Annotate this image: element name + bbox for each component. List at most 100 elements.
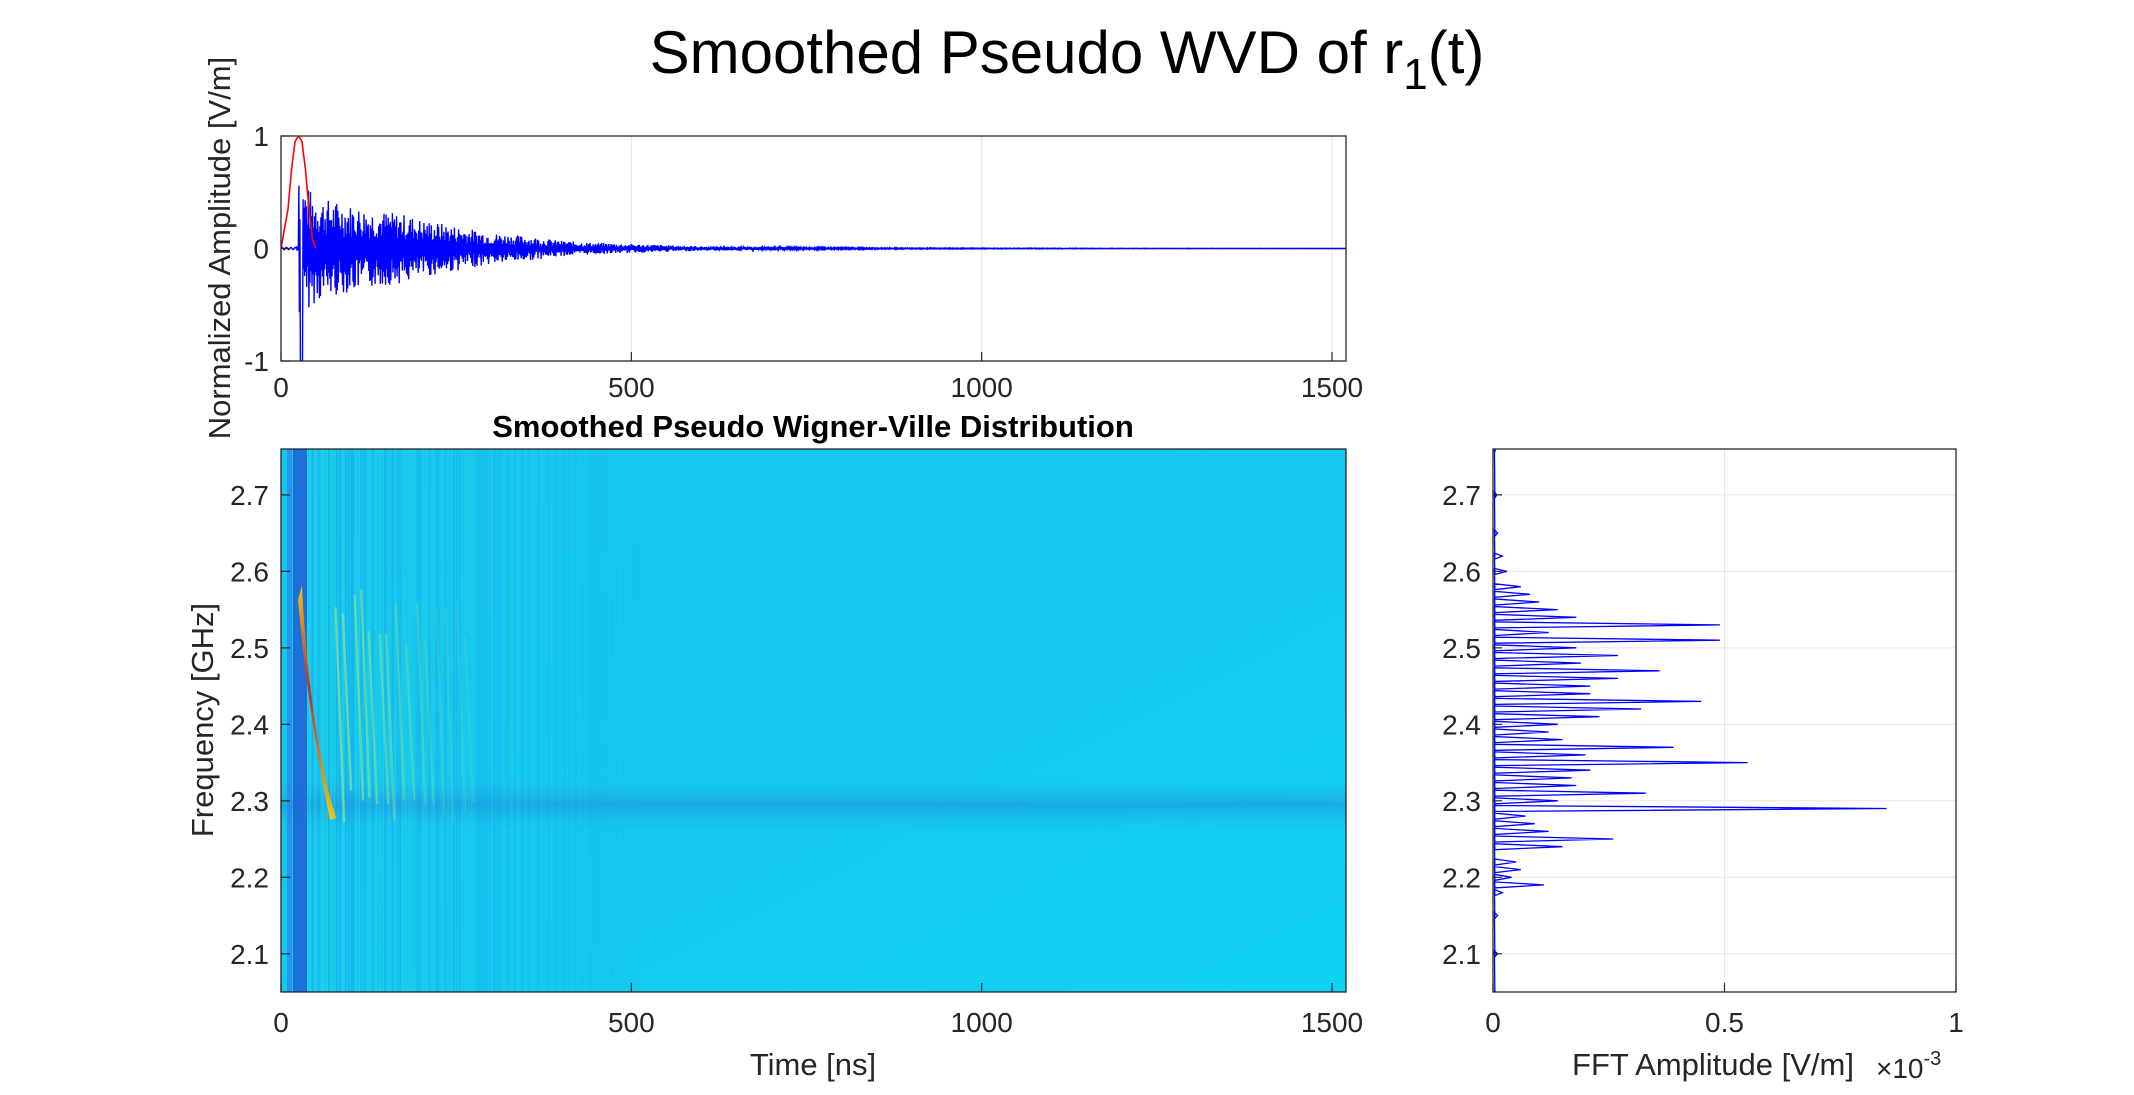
heatmap-stripe (605, 449, 608, 992)
heatmap-stripe (425, 449, 428, 992)
heatmap-warm-streak (423, 640, 435, 805)
heatmap-warm-streak (334, 607, 346, 823)
heatmap-stripe (450, 449, 453, 992)
heatmap-stripe (602, 449, 604, 992)
waveform-tick-label-x: 1500 (1301, 372, 1363, 403)
heatmap-stripe (452, 449, 455, 992)
heatmap-stripe (514, 449, 516, 992)
heatmap-stripe (378, 449, 381, 992)
waveform-panel: 0 500 1000 1500-101 Normalized Amplitude [V… (202, 57, 1363, 439)
heatmap-stripe (521, 449, 524, 992)
waveform-tick-label-x: 500 (608, 372, 655, 403)
heatmap-stripe (588, 449, 590, 992)
heatmap-stripe (444, 449, 447, 992)
heatmap-stripe (603, 449, 606, 992)
heatmap-stripe (459, 449, 461, 992)
heatmap-stripe (627, 449, 629, 992)
heatmap-stripe (474, 449, 476, 992)
heatmap-stripe (335, 449, 338, 992)
heatmap-stripe (306, 449, 309, 992)
heatmap-tick-label-y: 2.6 (230, 556, 269, 587)
heatmap-stripe (430, 449, 433, 992)
heatmap-stripe (509, 449, 512, 992)
heatmap-stripe (441, 449, 443, 992)
heatmap-stripe (599, 449, 602, 992)
heatmap-tick-label-y: 2.1 (230, 939, 269, 970)
heatmap-dark-band-edge (287, 449, 292, 992)
heatmap-stripe (635, 449, 637, 992)
heatmap-stripe (558, 449, 561, 992)
heatmap-stripe (317, 449, 320, 992)
heatmap-stripe (531, 449, 533, 992)
waveform-tick-label-x: 1000 (951, 372, 1013, 403)
heatmap-stripe (584, 449, 587, 992)
heatmap-tick-label-y: 2.3 (230, 786, 269, 817)
heatmap-stripe (467, 449, 470, 992)
spectrum-tick-label-x: 0 (1485, 1007, 1501, 1038)
heatmap-stripe (456, 449, 458, 992)
heatmap-stripe (345, 449, 347, 992)
heatmap-stripe (640, 449, 642, 992)
figure-title-main: Smoothed Pseudo WVD of r (650, 19, 1404, 86)
heatmap-stripe (437, 449, 440, 992)
heatmap-tick-label-x: 1000 (951, 1007, 1013, 1038)
heatmap-stripe (322, 449, 325, 992)
heatmap-stripe (475, 449, 478, 992)
heatmap-stripe (435, 449, 438, 992)
heatmap-stripe (333, 449, 336, 992)
heatmap-stripe (579, 449, 581, 992)
spectrum-tick-label-y: 2.2 (1442, 862, 1481, 893)
heatmap-stripe (409, 449, 412, 992)
heatmap-tick-label-y: 2.5 (230, 633, 269, 664)
heatmap-stripe (354, 449, 357, 992)
heatmap-stripe (464, 449, 467, 992)
heatmap-dark-band (293, 449, 307, 992)
heatmap-stripe (597, 449, 599, 992)
spectrum-x-multiplier-base: ×10 (1876, 1053, 1924, 1084)
heatmap-stripe (615, 449, 617, 992)
heatmap-xlabel: Time [ns] (750, 1047, 876, 1082)
heatmap-stripe (500, 449, 502, 992)
heatmap-warm-streak (384, 633, 396, 821)
heatmap-stripe (320, 449, 323, 992)
heatmap-stripe (632, 449, 634, 992)
waveform-series-red (281, 136, 317, 249)
heatmap-stripe (554, 449, 557, 992)
heatmap-stripe (547, 449, 550, 992)
heatmap-stripe (608, 449, 610, 992)
heatmap-stripe (566, 449, 568, 992)
heatmap-stripe (560, 449, 563, 992)
heatmap-stripe (394, 449, 397, 992)
heatmap-stripe (623, 449, 625, 992)
heatmap-stripe (492, 449, 495, 992)
heatmap-warm-streak (434, 608, 446, 816)
spectrum-tick-label-y: 2.7 (1442, 480, 1481, 511)
heatmap-stripe (404, 449, 407, 992)
waveform-ylabel: Normalized Amplitude [V/m] (202, 57, 237, 439)
spectrum-x-multiplier: ×10-3 (1876, 1048, 1941, 1084)
figure-title: Smoothed Pseudo WVD of r1(t) (650, 19, 1485, 99)
spectrum-x-multiplier-exp: -3 (1924, 1048, 1942, 1070)
heatmap-stripe (537, 449, 540, 992)
heatmap-warm-streak (404, 643, 416, 800)
heatmap-stripe (358, 449, 361, 992)
spectrum-panel: 0 0.5 1 2.1 2.2 2.3 2.4 2.5 2.6 2.7 FFT Amplitude… (1442, 448, 1964, 1084)
heatmap-axes-frame (280, 448, 1347, 993)
heatmap-stripe (574, 449, 577, 992)
heatmap-stripe (401, 449, 404, 992)
heatmap-stripe (625, 449, 627, 992)
heatmap-stripe (364, 449, 366, 992)
heatmap-stripe (407, 449, 410, 992)
heatmap-stripe (447, 449, 449, 992)
spectrum-tick-label-y: 2.3 (1442, 786, 1481, 817)
heatmap-stripe (577, 449, 580, 992)
heatmap-stripe (470, 449, 473, 992)
heatmap-stripe (348, 449, 350, 992)
heatmap-stripe (486, 449, 489, 992)
figure-title-tail: (t) (1428, 19, 1485, 86)
heatmap-stripe (388, 449, 390, 992)
heatmap-stripe (637, 449, 639, 992)
heatmap-warm-streak (367, 631, 379, 805)
heatmap-stripe (391, 449, 394, 992)
figure-title-subscript: 1 (1403, 50, 1427, 99)
